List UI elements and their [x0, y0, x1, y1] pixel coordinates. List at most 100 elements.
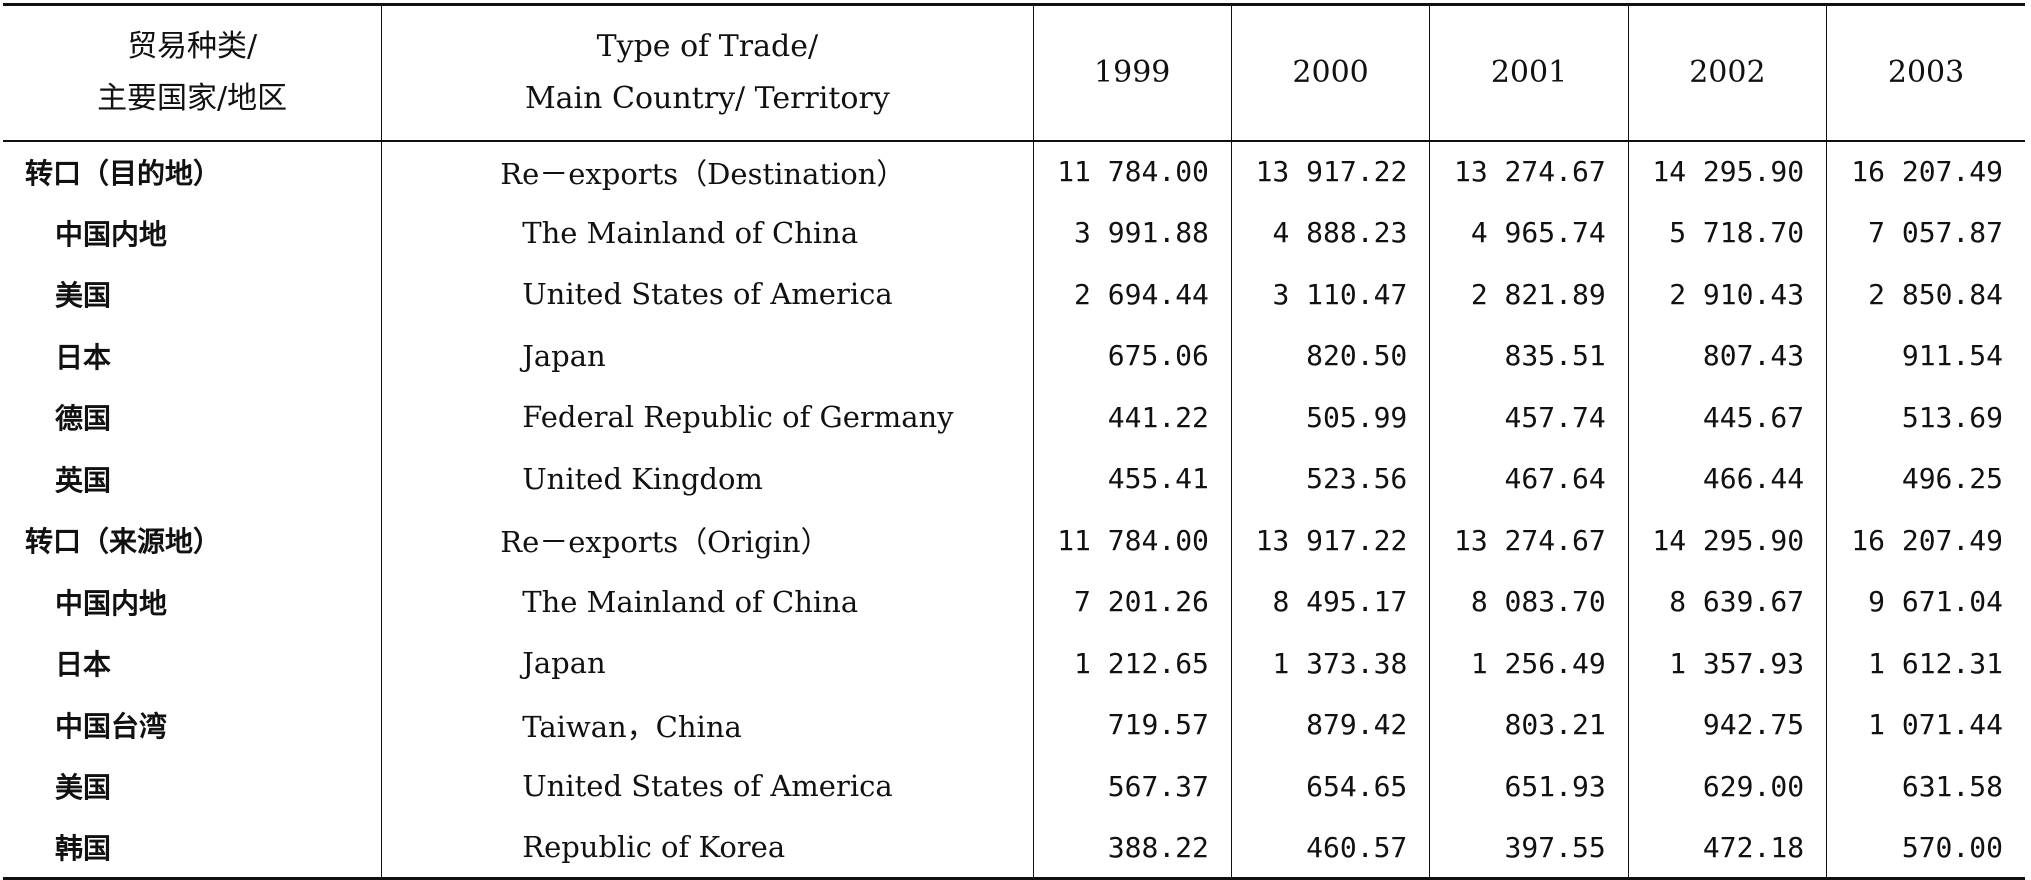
value-cell-1999: 7 201.26	[1032, 571, 1232, 633]
value-cell-1999: 11 784.00	[1032, 140, 1232, 202]
header-year-1999: 1999	[1032, 3, 1232, 142]
value-cell-2002: 1 357.93	[1627, 632, 1827, 694]
table-row: 英国 United Kingdom 455.41 523.56 467.64 466.44…	[3, 448, 2025, 510]
value-cell-2003: 513.69	[1826, 386, 2025, 448]
table-row: 转口（目的地） Re－exports（Destination） 11 784.00 1…	[3, 140, 2025, 202]
value-cell-2001: 467.64	[1429, 448, 1629, 510]
value-cell-2000: 523.56	[1230, 448, 1430, 510]
row-label-english: United States of America	[381, 263, 1034, 325]
row-label-chinese: 转口（来源地）	[25, 525, 222, 559]
table-row: 德国 Federal Republic of Germany 441.22 505.9…	[3, 386, 2025, 448]
value-cell-1999: 719.57	[1032, 694, 1232, 756]
value-cell-2000: 4 888.23	[1230, 202, 1430, 264]
value-cell-2002: 466.44	[1627, 448, 1827, 510]
table-row: 韩国 Republic of Korea 388.22 460.57 397.55 472…	[3, 817, 2025, 880]
value-cell-2001: 835.51	[1429, 325, 1629, 387]
row-label-chinese: 美国	[55, 771, 112, 805]
value-cell-2003: 2 850.84	[1826, 263, 2025, 325]
row-label-chinese: 转口（目的地）	[25, 156, 222, 190]
header-year-2002: 2002	[1627, 3, 1827, 142]
header-year-2001: 2001	[1429, 3, 1629, 142]
header-year-2003: 2003	[1826, 3, 2025, 142]
reexports-table: 贸易种类/ 主要国家/地区 Type of Trade/ Main Countr…	[3, 3, 2025, 880]
row-label-english: The Mainland of China	[381, 202, 1034, 264]
value-cell-2001: 651.93	[1429, 755, 1629, 817]
value-cell-2000: 460.57	[1230, 817, 1430, 880]
row-label-english: Taiwan，China	[381, 694, 1034, 756]
value-cell-2001: 457.74	[1429, 386, 1629, 448]
value-cell-2001: 2 821.89	[1429, 263, 1629, 325]
value-cell-2000: 879.42	[1230, 694, 1430, 756]
row-label-chinese: 日本	[55, 340, 112, 374]
header-english-line1: Type of Trade/	[596, 28, 819, 64]
header-chinese-line1: 贸易种类/	[127, 28, 258, 64]
value-cell-1999: 3 991.88	[1032, 202, 1232, 264]
value-cell-2001: 397.55	[1429, 817, 1629, 880]
value-cell-2002: 14 295.90	[1627, 509, 1827, 571]
value-cell-2003: 911.54	[1826, 325, 2025, 387]
row-label-chinese: 德国	[55, 402, 112, 436]
row-label-english: United States of America	[381, 755, 1034, 817]
value-cell-2000: 505.99	[1230, 386, 1430, 448]
row-label-english: Re－exports（Origin）	[381, 509, 1034, 571]
header-english: Type of Trade/ Main Country/ Territory	[381, 3, 1034, 142]
row-label-english: Re－exports（Destination）	[381, 140, 1034, 202]
value-cell-1999: 567.37	[1032, 755, 1232, 817]
header-year-2000: 2000	[1230, 3, 1430, 142]
row-label-english: Japan	[381, 325, 1034, 387]
value-cell-1999: 2 694.44	[1032, 263, 1232, 325]
row-label-english: The Mainland of China	[381, 571, 1034, 633]
value-cell-2000: 13 917.22	[1230, 140, 1430, 202]
row-label-english: Japan	[381, 632, 1034, 694]
value-cell-2002: 445.67	[1627, 386, 1827, 448]
header-row: 贸易种类/ 主要国家/地区 Type of Trade/ Main Countr…	[3, 3, 2025, 142]
value-cell-1999: 675.06	[1032, 325, 1232, 387]
value-cell-2001: 4 965.74	[1429, 202, 1629, 264]
value-cell-2002: 942.75	[1627, 694, 1827, 756]
row-label-chinese: 韩国	[3, 817, 382, 880]
value-cell-2001: 803.21	[1429, 694, 1629, 756]
row-label-english: United Kingdom	[381, 448, 1034, 510]
row-label-english: Federal Republic of Germany	[381, 386, 1034, 448]
value-cell-2002: 472.18	[1627, 817, 1827, 880]
value-cell-2003: 570.00	[1826, 817, 2025, 880]
table-row: 中国内地 The Mainland of China 7 201.26 8 495.1…	[3, 571, 2025, 633]
header-chinese-line2: 主要国家/地区	[97, 80, 288, 116]
value-cell-2000: 3 110.47	[1230, 263, 1430, 325]
value-cell-2001: 13 274.67	[1429, 140, 1629, 202]
value-cell-2001: 13 274.67	[1429, 509, 1629, 571]
value-cell-2003: 631.58	[1826, 755, 2025, 817]
row-label-chinese: 日本	[55, 648, 112, 682]
value-cell-2003: 7 057.87	[1826, 202, 2025, 264]
value-cell-2002: 807.43	[1627, 325, 1827, 387]
value-cell-2003: 16 207.49	[1826, 509, 2025, 571]
table-row: 美国 United States of America 2 694.44 3 110.…	[3, 263, 2025, 325]
value-cell-2000: 8 495.17	[1230, 571, 1430, 633]
value-cell-1999: 388.22	[1032, 817, 1232, 880]
value-cell-2003: 1 612.31	[1826, 632, 2025, 694]
row-label-chinese: 中国台湾	[55, 709, 168, 743]
value-cell-2002: 8 639.67	[1627, 571, 1827, 633]
table-row: 中国台湾 Taiwan，China 719.57 879.42 803.21 942.75…	[3, 694, 2025, 756]
table-row: 日本 Japan 1 212.65 1 373.38 1 256.49 1 357.93 1…	[3, 632, 2025, 694]
value-cell-2002: 5 718.70	[1627, 202, 1827, 264]
value-cell-2000: 13 917.22	[1230, 509, 1430, 571]
value-cell-2000: 654.65	[1230, 755, 1430, 817]
value-cell-1999: 11 784.00	[1032, 509, 1232, 571]
header-chinese: 贸易种类/ 主要国家/地区	[3, 3, 382, 142]
value-cell-1999: 455.41	[1032, 448, 1232, 510]
row-label-chinese: 中国内地	[55, 217, 168, 251]
value-cell-2000: 820.50	[1230, 325, 1430, 387]
value-cell-2003: 9 671.04	[1826, 571, 2025, 633]
value-cell-2003: 496.25	[1826, 448, 2025, 510]
value-cell-2003: 1 071.44	[1826, 694, 2025, 756]
table-row: 日本 Japan 675.06 820.50 835.51 807.43 911.54	[3, 325, 2025, 387]
header-english-line2: Main Country/ Territory	[524, 80, 890, 116]
row-label-chinese: 美国	[55, 279, 112, 313]
value-cell-2002: 629.00	[1627, 755, 1827, 817]
value-cell-2002: 2 910.43	[1627, 263, 1827, 325]
row-label-english: Republic of Korea	[381, 817, 1034, 880]
value-cell-2000: 1 373.38	[1230, 632, 1430, 694]
row-label-chinese: 中国内地	[55, 586, 168, 620]
